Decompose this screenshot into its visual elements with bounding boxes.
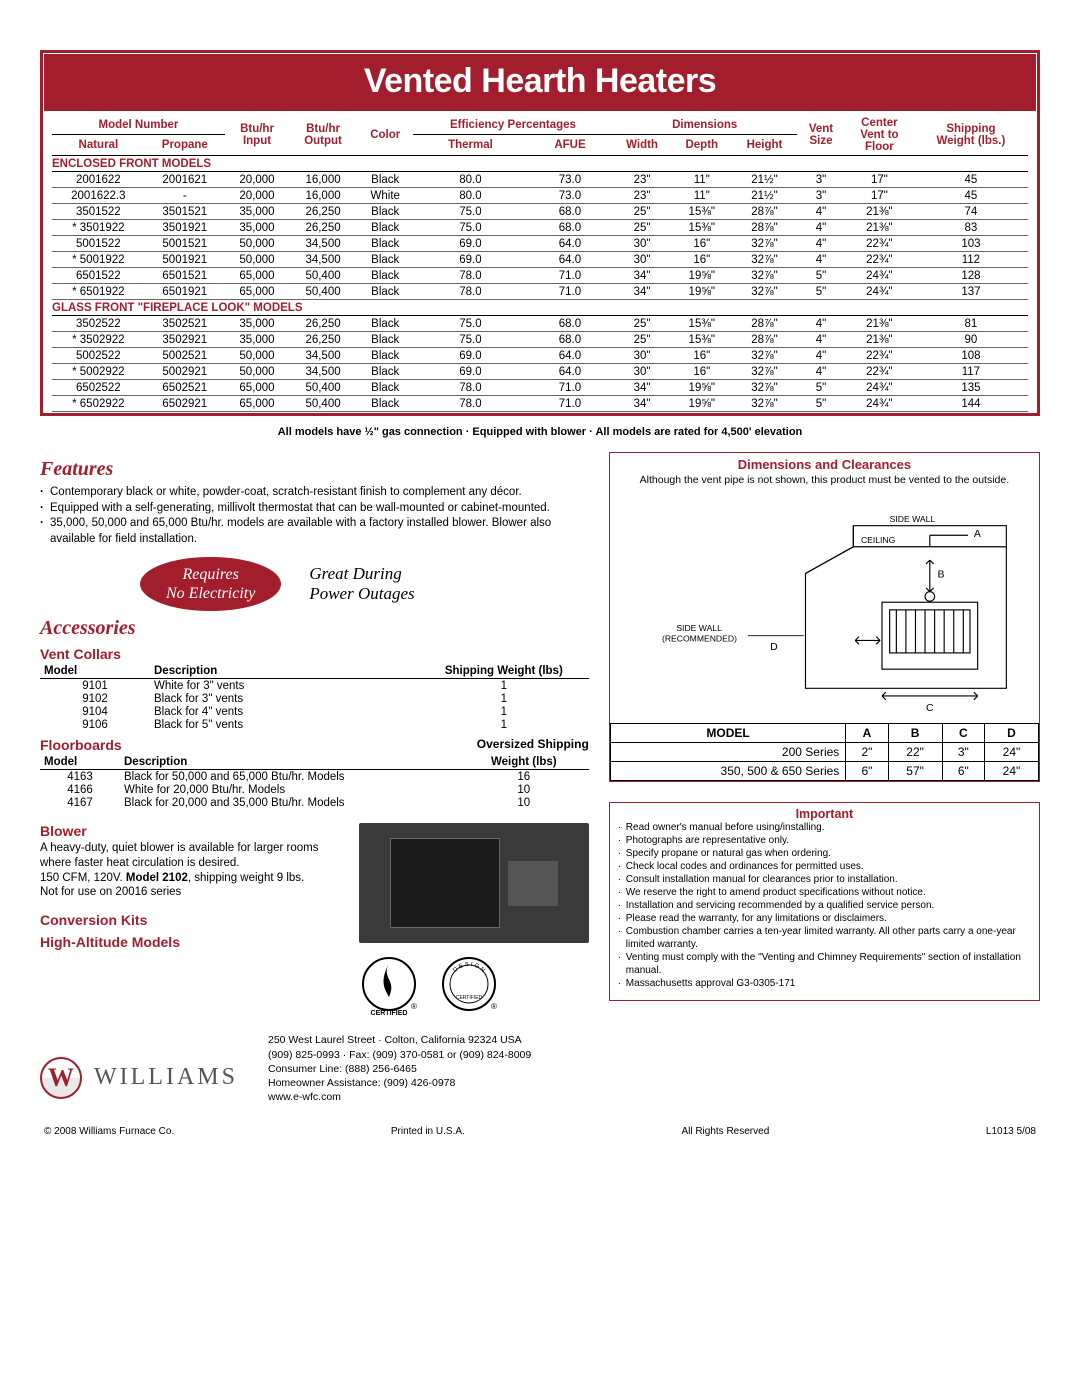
dimensions-note: Although the vent pipe is not shown, thi… <box>610 474 1039 493</box>
doc-code: L1013 5/08 <box>986 1126 1036 1137</box>
important-item: We reserve the right to amend product sp… <box>618 886 1031 899</box>
blower-title: Blower <box>40 823 343 839</box>
table-row: 2001622200162120,00016,000Black80.073.02… <box>52 172 1028 188</box>
svg-text:C: C <box>926 702 934 714</box>
important-box: Important Read owner's manual before usi… <box>609 802 1040 1001</box>
svg-text:D: D <box>770 641 778 653</box>
features-list: Contemporary black or white, powder-coat… <box>40 485 589 547</box>
blower-p3: Not for use on 20016 series <box>40 886 343 898</box>
pill-badge: Requires No Electricity <box>140 557 281 611</box>
floorboards-table: ModelDescriptionWeight (lbs)4163Black fo… <box>40 755 589 809</box>
table-row: 9101White for 3" vents1 <box>40 679 589 693</box>
features-heading: Features <box>40 458 589 481</box>
table-row: * 5002922500292150,00034,500Black69.064.… <box>52 364 1028 380</box>
important-item: Massachusetts approval G3-0305-171 <box>618 977 1031 990</box>
table-row: 4167Black for 20,000 and 35,000 Btu/hr. … <box>40 796 589 809</box>
svg-text:D E S I G N: D E S I G N <box>452 962 485 974</box>
clearance-table: MODELABCD200 Series2"22"3"24"350, 500 & … <box>610 723 1039 781</box>
important-item: Read owner's manual before using/install… <box>618 821 1031 834</box>
table-row: 9106Black for 5" vents1 <box>40 718 589 731</box>
pill-caption: Great During Power Outages <box>309 564 414 605</box>
printed-in: Printed in U.S.A. <box>391 1126 465 1137</box>
spec-table: Model NumberBtu/hrInputBtu/hrOutputColor… <box>52 115 1028 412</box>
high-altitude-title: High-Altitude Models <box>40 934 343 950</box>
williams-logo-icon: W <box>40 1057 82 1099</box>
table-row: 3502522350252135,00026,250Black75.068.02… <box>52 316 1028 332</box>
table-row: * 3501922350192135,00026,250Black75.068.… <box>52 220 1028 236</box>
svg-text:(RECOMMENDED): (RECOMMENDED) <box>662 634 737 644</box>
important-title: Important <box>618 807 1031 821</box>
important-item: Specify propane or natural gas when orde… <box>618 847 1031 860</box>
table-row: 6502522650252165,00050,400Black78.071.03… <box>52 380 1028 396</box>
blower-p1: A heavy-duty, quiet blower is available … <box>40 841 343 871</box>
note-line: All models have ½" gas connection · Equi… <box>40 416 1040 452</box>
blower-p2: 150 CFM, 120V. Model 2102, shipping weig… <box>40 871 343 886</box>
important-item: Consult installation manual for clearanc… <box>618 873 1031 886</box>
svg-text:SIDE WALL: SIDE WALL <box>676 623 722 633</box>
feature-item: Equipped with a self-generating, millivo… <box>40 501 589 517</box>
table-row: 4166White for 20,000 Btu/hr. Models10 <box>40 783 589 796</box>
vent-collars-table: ModelDescriptionShipping Weight (lbs)910… <box>40 664 589 731</box>
svg-text:CEILING: CEILING <box>861 535 896 545</box>
copyright: © 2008 Williams Furnace Co. <box>44 1126 174 1137</box>
svg-text:SIDE WALL: SIDE WALL <box>889 514 935 524</box>
table-row: 350, 500 & 650 Series6"57"6"24" <box>610 762 1038 781</box>
pill-line-2: No Electricity <box>166 585 255 602</box>
table-row: 9102Black for 3" vents1 <box>40 692 589 705</box>
dimensions-title: Dimensions and Clearances <box>610 453 1039 474</box>
table-row: 200 Series2"22"3"24" <box>610 743 1038 762</box>
floorboards-right-hdr: Oversized Shipping <box>477 737 589 753</box>
brand-address: 250 West Laurel Street · Colton, Califor… <box>268 1033 531 1104</box>
svg-text:A: A <box>974 528 981 540</box>
floorboards-title: Floorboards <box>40 737 122 753</box>
dimensions-box: Dimensions and Clearances Although the v… <box>609 452 1040 782</box>
svg-text:®: ® <box>411 1002 417 1011</box>
title-bar: Vented Hearth Heaters <box>44 54 1036 111</box>
feature-item: Contemporary black or white, powder-coat… <box>40 485 589 501</box>
important-item: Combustion chamber carries a ten-year li… <box>618 925 1031 951</box>
table-row: 6501522650152165,00050,400Black78.071.03… <box>52 268 1028 284</box>
table-row: 2001622.3-20,00016,000White80.073.023"11… <box>52 188 1028 204</box>
page-title: Vented Hearth Heaters <box>44 62 1036 101</box>
feature-item: 35,000, 50,000 and 65,000 Btu/hr. models… <box>40 516 589 547</box>
table-row: 3501522350152135,00026,250Black75.068.02… <box>52 204 1028 220</box>
cert-icon-csa: CERTIFIED ® <box>359 949 419 1019</box>
table-row: * 3502922350292135,00026,250Black75.068.… <box>52 332 1028 348</box>
table-row: 5001522500152150,00034,500Black69.064.03… <box>52 236 1028 252</box>
table-row: 5002522500252150,00034,500Black69.064.03… <box>52 348 1028 364</box>
svg-text:CERTIFIED: CERTIFIED <box>370 1010 407 1017</box>
svg-text:B: B <box>937 568 944 580</box>
brand-block: W WILLIAMS <box>40 1057 238 1099</box>
conversion-kits-title: Conversion Kits <box>40 912 343 928</box>
table-row: 4163Black for 50,000 and 65,000 Btu/hr. … <box>40 770 589 784</box>
brand-name: WILLIAMS <box>94 1064 238 1091</box>
cert-icon-design: D E S I G N CERTIFIED ® <box>439 949 499 1019</box>
vent-collars-title: Vent Collars <box>40 646 589 662</box>
rights: All Rights Reserved <box>681 1126 769 1137</box>
accessories-heading: Accessories <box>40 617 589 640</box>
important-item: Please read the warranty, for any limita… <box>618 912 1031 925</box>
important-item: Installation and servicing recommended b… <box>618 899 1031 912</box>
footer-line: © 2008 Williams Furnace Co. Printed in U… <box>40 1126 1040 1137</box>
pill-line-1: Requires <box>183 566 239 583</box>
important-item: Venting must comply with the "Venting an… <box>618 951 1031 977</box>
svg-text:®: ® <box>491 1002 497 1011</box>
important-item: Photographs are representative only. <box>618 834 1031 847</box>
blower-photo <box>359 823 589 943</box>
cert-badges: CERTIFIED ® D E S I G N CERTIFIED ® <box>359 949 589 1019</box>
table-row: * 5001922500192150,00034,500Black69.064.… <box>52 252 1028 268</box>
clearance-diagram: SIDE WALL CEILING SIDE WALL (RECOMMENDED… <box>616 497 1033 717</box>
table-row: * 6501922650192165,00050,400Black78.071.… <box>52 284 1028 300</box>
important-item: Check local codes and ordinances for per… <box>618 860 1031 873</box>
svg-text:CERTIFIED: CERTIFIED <box>456 995 483 1001</box>
table-row: 9104Black for 4" vents1 <box>40 705 589 718</box>
table-row: * 6502922650292165,00050,400Black78.071.… <box>52 396 1028 412</box>
